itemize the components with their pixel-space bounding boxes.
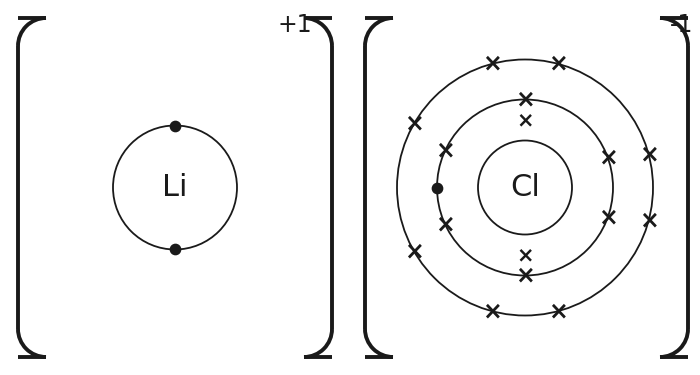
Text: ×: × bbox=[435, 138, 455, 162]
Text: ×: × bbox=[598, 146, 617, 170]
Text: ×: × bbox=[515, 264, 535, 288]
Text: ×: × bbox=[482, 52, 502, 76]
Text: ×: × bbox=[639, 209, 659, 232]
Text: ×: × bbox=[639, 142, 659, 166]
Point bbox=[431, 184, 442, 190]
Text: ×: × bbox=[517, 110, 533, 130]
Text: -1: -1 bbox=[671, 13, 694, 37]
Point bbox=[169, 246, 181, 252]
Text: ×: × bbox=[548, 52, 568, 76]
Text: ×: × bbox=[517, 245, 533, 265]
Text: ×: × bbox=[515, 87, 535, 111]
Text: Li: Li bbox=[162, 173, 188, 202]
Text: ×: × bbox=[405, 111, 424, 135]
Point bbox=[169, 123, 181, 129]
Text: ×: × bbox=[548, 299, 568, 323]
Text: ×: × bbox=[435, 213, 455, 237]
Text: ×: × bbox=[482, 299, 502, 323]
Text: Cl: Cl bbox=[510, 173, 540, 202]
Text: +1: +1 bbox=[278, 13, 312, 37]
Text: ×: × bbox=[598, 206, 617, 230]
Text: ×: × bbox=[405, 240, 424, 264]
